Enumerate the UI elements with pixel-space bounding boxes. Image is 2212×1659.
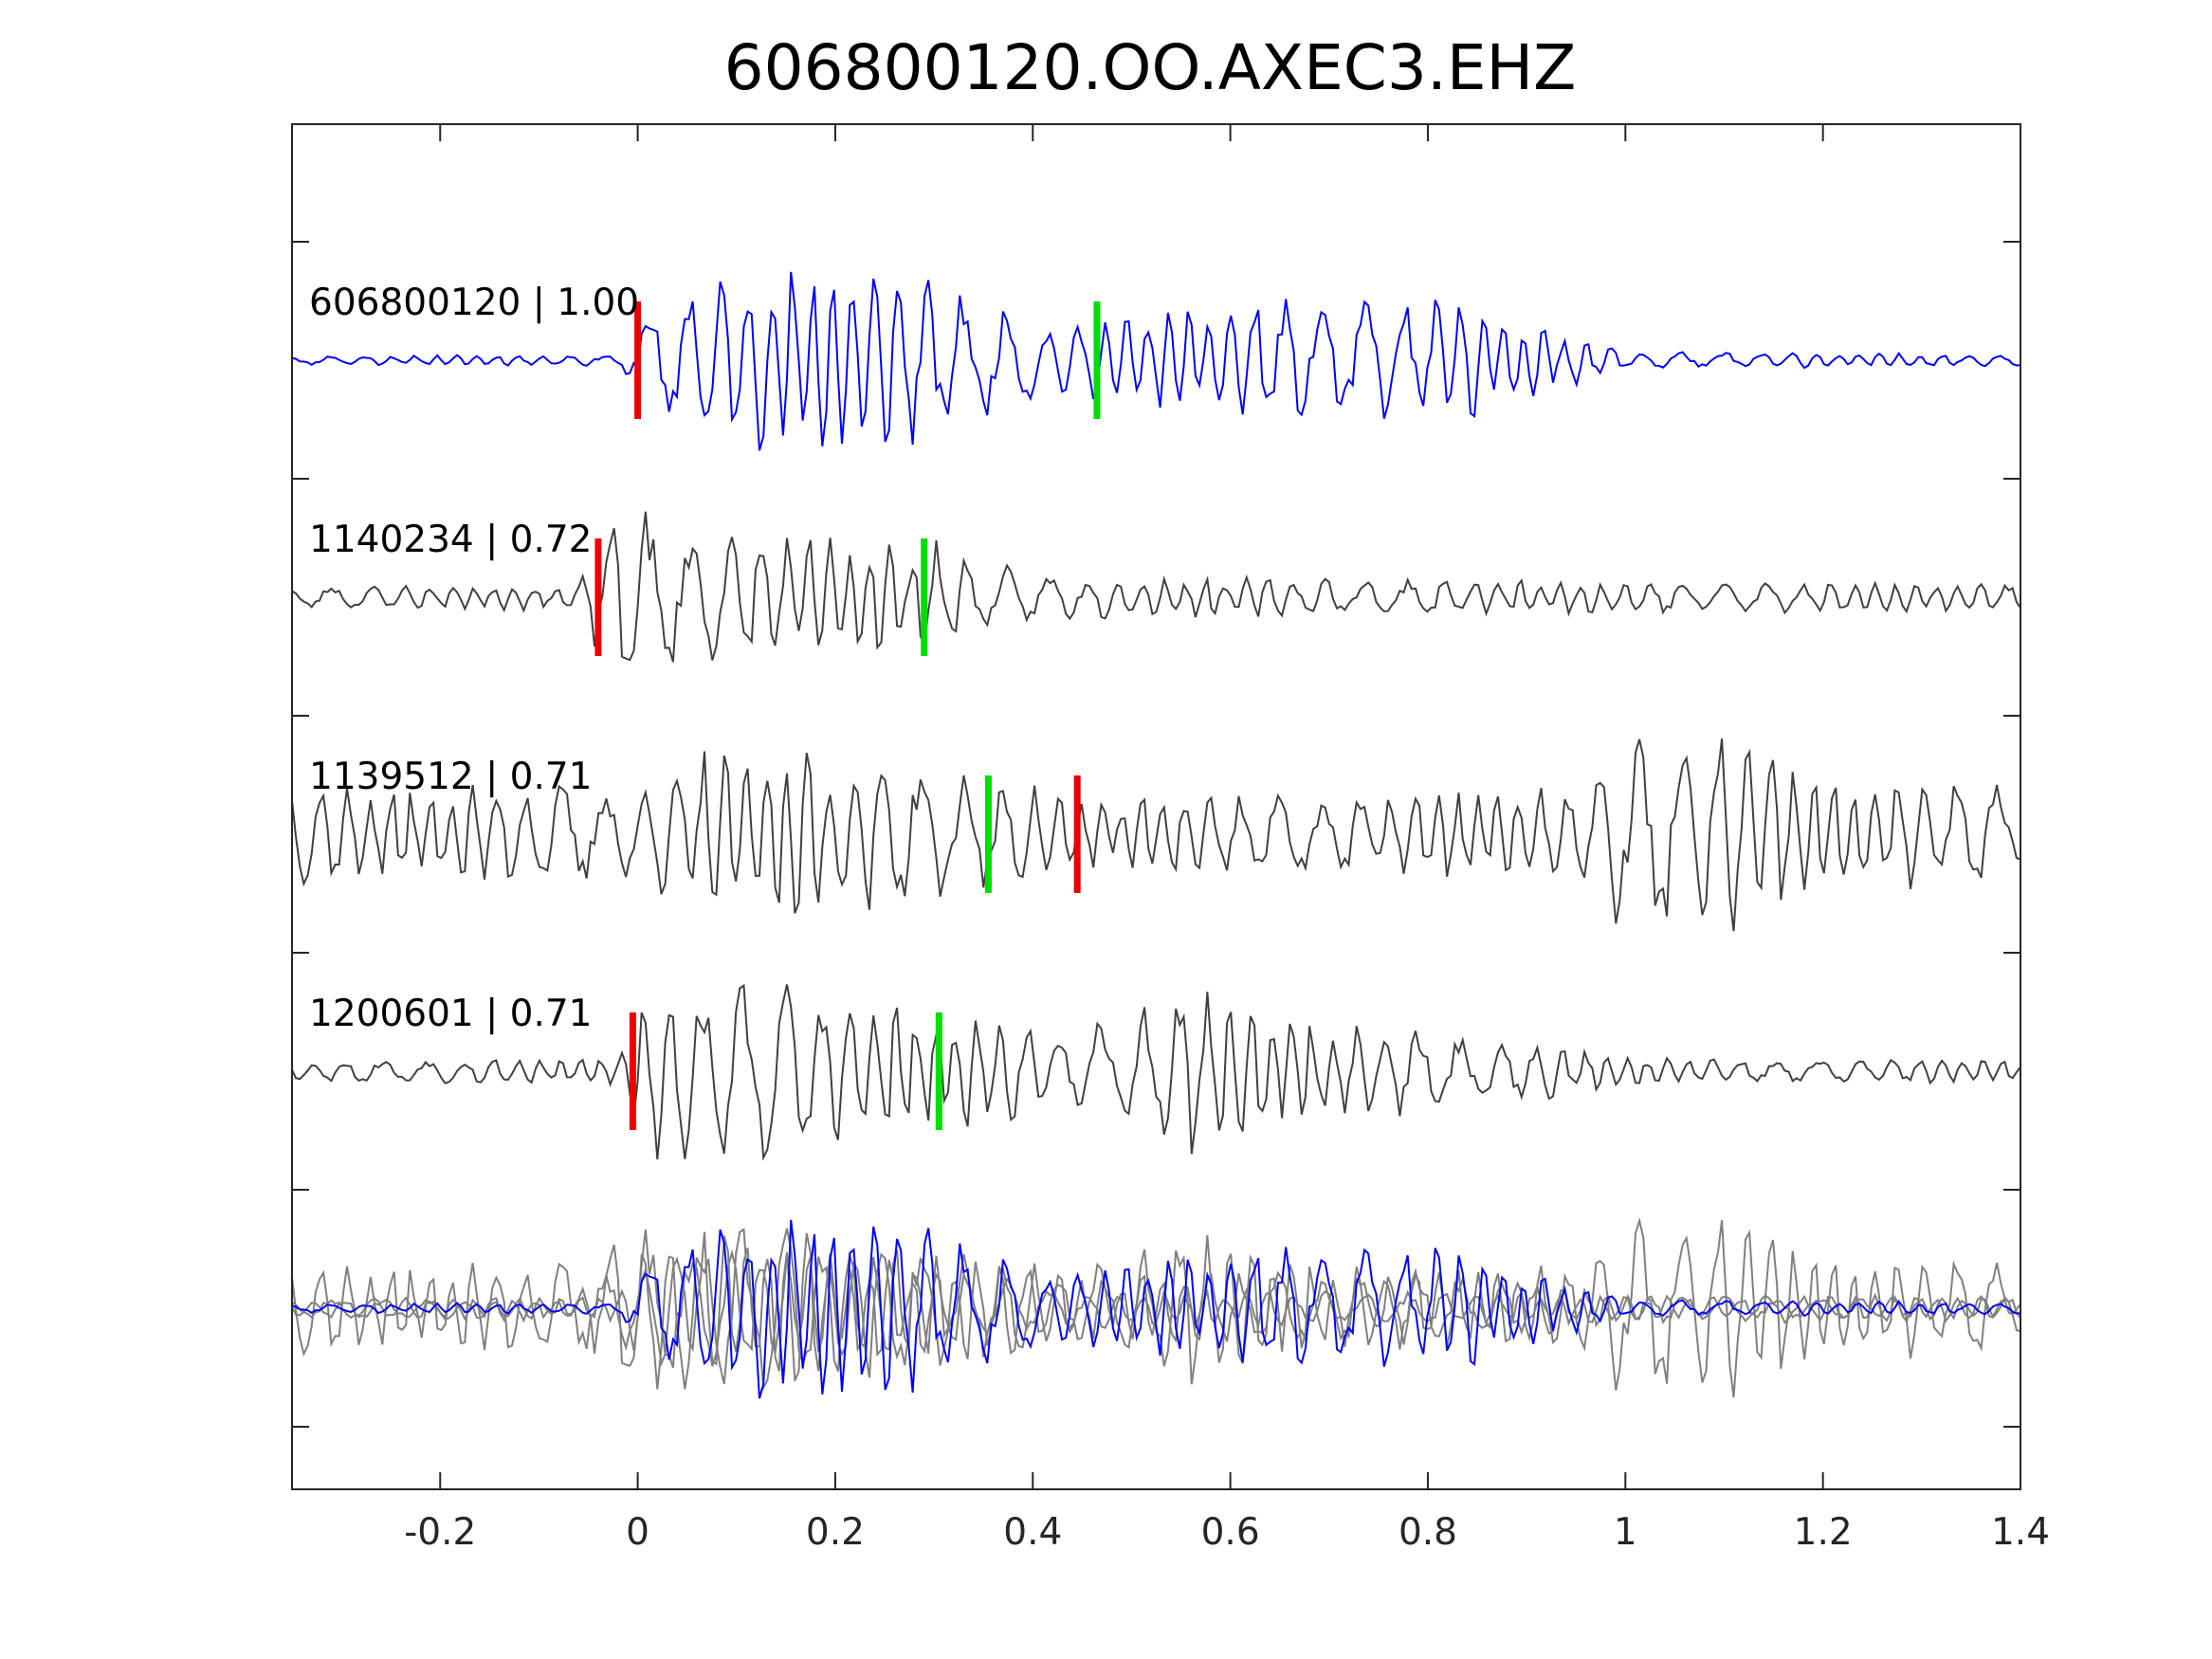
trace-label-1: 606800120 | 1.00 xyxy=(309,282,639,324)
trace-label-4: 1200601 | 0.71 xyxy=(309,993,592,1035)
x-tick-label: 1.4 xyxy=(1991,1511,2050,1554)
trace-label-3: 1139512 | 0.71 xyxy=(309,756,592,798)
trace-label-2: 1140234 | 0.72 xyxy=(309,519,592,561)
x-tick-label: 1.2 xyxy=(1794,1511,1853,1554)
waveform-trace-2 xyxy=(291,511,2021,663)
x-tick-label: 0 xyxy=(626,1511,649,1554)
x-tick-label: 1 xyxy=(1614,1511,1637,1554)
x-tick-label: 0.4 xyxy=(1003,1511,1062,1554)
plot-axes-box xyxy=(291,123,2021,1490)
axis-ticks-group: -0.2 0 0.2 0.4 0.6 0.8 1 1.2 1.4 xyxy=(292,124,2050,1554)
traces-group xyxy=(291,271,2021,1399)
stacked-trace-1 xyxy=(291,1219,2021,1399)
waveform-trace-4 xyxy=(291,983,2021,1161)
trace-labels-group: 606800120 | 1.00 1140234 | 0.72 1139512 | … xyxy=(309,282,639,1035)
waveform-trace-1 xyxy=(291,271,2021,451)
x-tick-label: -0.2 xyxy=(404,1511,476,1554)
x-tick-label: 0.6 xyxy=(1201,1511,1260,1554)
chart-title: 606800120.OO.AXEC3.EHZ xyxy=(724,31,1577,104)
x-tick-label: 0.8 xyxy=(1398,1511,1457,1554)
waveform-trace-3 xyxy=(291,738,2021,932)
x-tick-label: 0.2 xyxy=(806,1511,865,1554)
stacked-trace-3 xyxy=(291,1217,2021,1398)
